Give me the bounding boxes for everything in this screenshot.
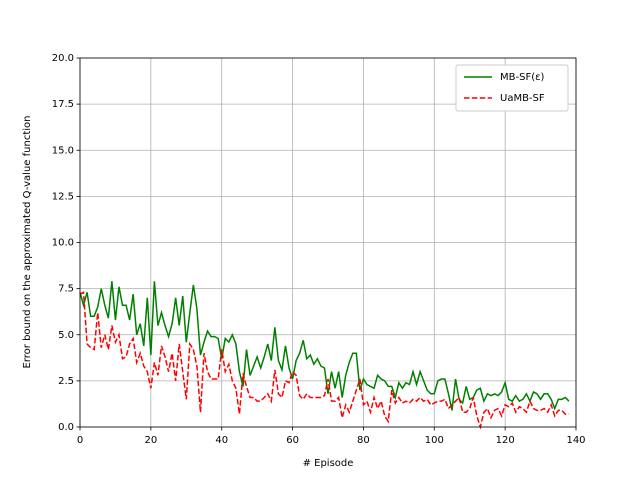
x-tick-label: 100 — [425, 435, 444, 446]
y-tick-label: 17.5 — [52, 99, 74, 110]
x-tick-label: 140 — [566, 435, 585, 446]
x-axis-label: # Episode — [303, 458, 354, 469]
plot-frame — [79, 57, 577, 428]
legend-label: UaMB-SF — [500, 93, 545, 104]
y-tick-label: 12.5 — [52, 191, 74, 202]
legend-label: MB-SF(ε) — [500, 72, 545, 83]
x-tick-label: 120 — [496, 435, 515, 446]
x-tick-label: 80 — [357, 435, 370, 446]
y-tick-label: 15.0 — [52, 145, 74, 156]
y-tick-label: 5.0 — [58, 330, 74, 341]
y-tick-label: 7.5 — [58, 284, 74, 295]
x-tick-label: 60 — [286, 435, 299, 446]
series-line — [79, 291, 569, 430]
x-tick-label: 20 — [144, 435, 157, 446]
y-axis-label: Error bound on the approximated Q-value … — [22, 116, 33, 369]
y-tick-label: 0.0 — [58, 422, 74, 433]
y-tick-label: 10.0 — [52, 238, 74, 249]
x-tick-label: 0 — [77, 435, 83, 446]
y-tick-label: 20.0 — [52, 53, 74, 64]
x-tick-label: 40 — [215, 435, 228, 446]
y-tick-label: 2.5 — [58, 376, 74, 387]
series-line — [79, 281, 570, 411]
